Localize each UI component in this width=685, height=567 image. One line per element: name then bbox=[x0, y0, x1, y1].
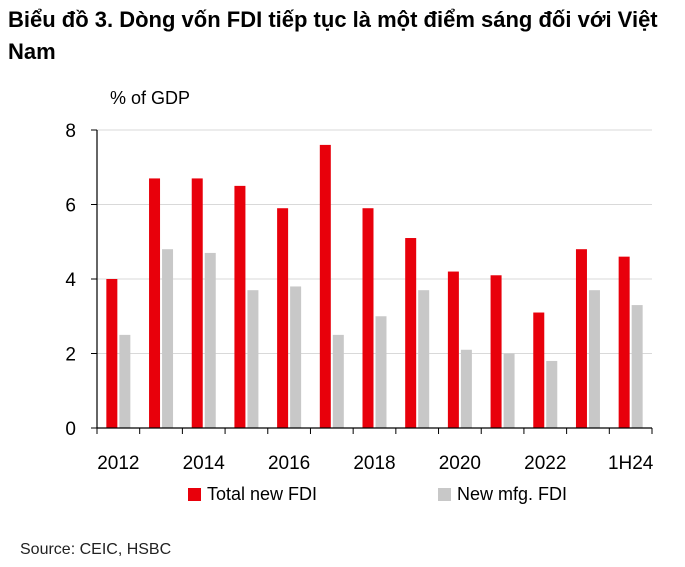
bar-new-mfg-fdi bbox=[247, 290, 259, 428]
chart-title: Biểu đồ 3. Dòng vốn FDI tiếp tục là một … bbox=[8, 7, 658, 64]
x-tick-label: 2022 bbox=[524, 453, 566, 474]
y-tick-label: 4 bbox=[65, 270, 76, 291]
bar-new-mfg-fdi bbox=[588, 290, 600, 428]
x-tick-label: 2014 bbox=[183, 453, 226, 474]
y-tick-label: 8 bbox=[65, 121, 76, 142]
bar-total-new-fdi bbox=[447, 271, 459, 428]
bar-chart: 0 2 4 6 8 2012 2014 2016 2018 2020 2022 1H24 bbox=[65, 121, 654, 474]
bar-total-new-fdi bbox=[490, 275, 502, 428]
bar-total-new-fdi bbox=[575, 249, 587, 428]
gridlines bbox=[97, 129, 652, 354]
legend-swatch-new-mfg-fdi bbox=[438, 488, 451, 501]
bar-total-new-fdi bbox=[319, 144, 331, 428]
legend-item-total-new-fdi: Total new FDI bbox=[188, 484, 317, 505]
x-tick-label: 1H24 bbox=[608, 453, 654, 474]
bar-total-new-fdi bbox=[106, 279, 118, 428]
bar-new-mfg-fdi bbox=[290, 286, 302, 428]
y-tick-label: 6 bbox=[65, 196, 76, 217]
y-axis-label: % of GDP bbox=[110, 88, 191, 108]
bar-total-new-fdi bbox=[405, 238, 417, 428]
bar-total-new-fdi bbox=[234, 185, 246, 428]
bar-new-mfg-fdi bbox=[418, 290, 430, 428]
y-tick-label: 2 bbox=[65, 345, 76, 366]
bar-total-new-fdi bbox=[533, 312, 545, 428]
bar-new-mfg-fdi bbox=[375, 316, 387, 428]
x-tick-label: 2016 bbox=[268, 453, 310, 474]
y-tick-labels: 0 2 4 6 8 bbox=[65, 121, 76, 440]
bars bbox=[106, 144, 643, 428]
bar-total-new-fdi bbox=[618, 256, 630, 428]
source-note: Source: CEIC, HSBC bbox=[20, 541, 172, 558]
bar-new-mfg-fdi bbox=[119, 334, 131, 428]
bar-total-new-fdi bbox=[277, 208, 289, 428]
bar-total-new-fdi bbox=[149, 178, 161, 428]
bar-total-new-fdi bbox=[362, 208, 374, 428]
x-tick-labels: 2012 2014 2016 2018 2020 2022 1H24 bbox=[97, 453, 654, 474]
x-tick-label: 2020 bbox=[439, 453, 481, 474]
x-tick-label: 2018 bbox=[353, 453, 395, 474]
axes bbox=[91, 129, 653, 434]
y-tick-label: 0 bbox=[65, 419, 76, 440]
legend-label-new-mfg-fdi: New mfg. FDI bbox=[457, 484, 568, 504]
bar-new-mfg-fdi bbox=[546, 360, 558, 428]
legend-swatch-total-new-fdi bbox=[188, 488, 201, 501]
x-tick-label: 2012 bbox=[97, 453, 139, 474]
bar-new-mfg-fdi bbox=[204, 252, 216, 428]
legend-label-total-new-fdi: Total new FDI bbox=[207, 484, 318, 504]
bar-new-mfg-fdi bbox=[332, 334, 344, 428]
bar-new-mfg-fdi bbox=[162, 249, 174, 428]
bar-new-mfg-fdi bbox=[503, 353, 515, 428]
bar-new-mfg-fdi bbox=[460, 349, 472, 428]
legend-item-new-mfg-fdi: New mfg. FDI bbox=[438, 484, 567, 505]
bar-new-mfg-fdi bbox=[631, 305, 643, 428]
bar-total-new-fdi bbox=[191, 178, 203, 428]
